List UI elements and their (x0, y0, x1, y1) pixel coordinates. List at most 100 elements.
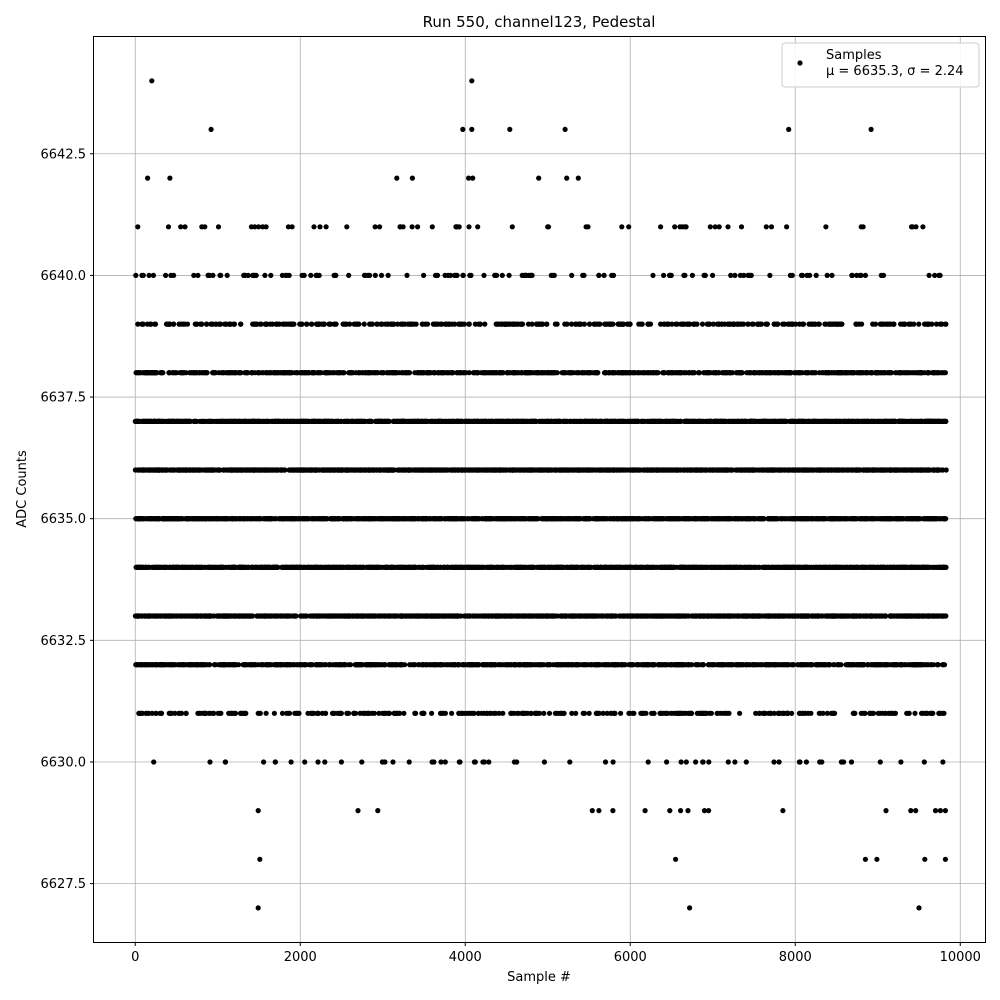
data-point (382, 613, 388, 619)
data-point (273, 564, 279, 570)
data-point (181, 662, 187, 668)
data-point (324, 564, 330, 570)
data-point (471, 759, 477, 765)
data-point (405, 564, 411, 570)
data-point (292, 613, 298, 619)
data-point (466, 710, 472, 716)
data-point (401, 710, 407, 716)
data-point (618, 613, 624, 619)
data-point (700, 759, 706, 765)
data-point (703, 613, 709, 619)
data-point (170, 564, 176, 570)
data-point (206, 710, 212, 716)
data-point (786, 564, 792, 570)
data-point (603, 613, 609, 619)
data-point (569, 710, 575, 716)
data-point (263, 710, 269, 716)
data-point (698, 710, 704, 716)
data-point (331, 564, 337, 570)
data-point (274, 613, 280, 619)
data-point (412, 564, 418, 570)
data-point (876, 613, 883, 619)
data-point (437, 662, 443, 668)
data-point (628, 613, 634, 619)
data-point (586, 710, 592, 716)
data-point (803, 759, 810, 765)
data-point (573, 662, 579, 668)
data-point (641, 613, 648, 619)
data-point (235, 564, 241, 570)
data-point (308, 710, 314, 716)
data-point (892, 710, 898, 716)
data-point (663, 662, 669, 668)
data-point (760, 710, 766, 716)
data-point (315, 564, 321, 570)
data-point (217, 710, 223, 716)
data-point (511, 759, 517, 765)
data-point (776, 710, 782, 716)
data-point (251, 662, 257, 668)
data-point (767, 710, 773, 716)
data-point (930, 564, 936, 570)
data-point (725, 759, 731, 765)
data-point (294, 662, 300, 668)
data-point (696, 662, 702, 668)
data-point (174, 613, 180, 619)
data-point (486, 613, 492, 619)
data-point (498, 613, 504, 619)
data-point (315, 710, 321, 716)
data-point (912, 662, 918, 668)
data-point (737, 710, 743, 716)
data-point (351, 710, 357, 716)
data-point (837, 564, 843, 570)
data-point (504, 613, 510, 619)
data-point (478, 613, 484, 619)
data-point (153, 710, 159, 716)
data-point (919, 564, 926, 570)
data-point (452, 662, 458, 668)
data-point (467, 662, 473, 668)
data-point (604, 564, 610, 570)
grid-lines (94, 37, 985, 942)
data-point (319, 613, 326, 619)
data-point (855, 662, 861, 668)
data-point (776, 759, 782, 765)
data-point (381, 710, 387, 716)
data-point (921, 759, 927, 765)
data-point (657, 613, 663, 619)
data-point (619, 662, 625, 668)
data-point (842, 564, 848, 570)
data-point (878, 662, 884, 668)
data-point (920, 710, 926, 716)
data-point (460, 564, 466, 570)
data-point (261, 613, 267, 619)
data-point (924, 710, 931, 716)
data-point (546, 710, 553, 716)
data-point (724, 710, 730, 716)
data-point (159, 710, 165, 716)
data-point (896, 613, 903, 619)
data-point (693, 759, 699, 765)
data-point (456, 662, 462, 668)
data-point (557, 662, 563, 668)
data-point (898, 759, 904, 765)
data-point (338, 613, 344, 619)
data-point (444, 564, 450, 570)
data-point (331, 710, 337, 716)
data-point (429, 710, 435, 716)
data-point (344, 710, 350, 716)
data-point (457, 759, 463, 765)
data-point (618, 710, 624, 716)
data-point (678, 759, 684, 765)
data-point (916, 613, 922, 619)
data-point (397, 564, 403, 570)
data-point (668, 710, 674, 716)
data-point (580, 564, 586, 570)
data-point (610, 759, 616, 765)
data-point (790, 662, 796, 668)
data-point (376, 710, 382, 716)
data-point (713, 613, 719, 619)
data-point (920, 613, 927, 619)
data-point (349, 613, 355, 619)
data-point (697, 613, 703, 619)
